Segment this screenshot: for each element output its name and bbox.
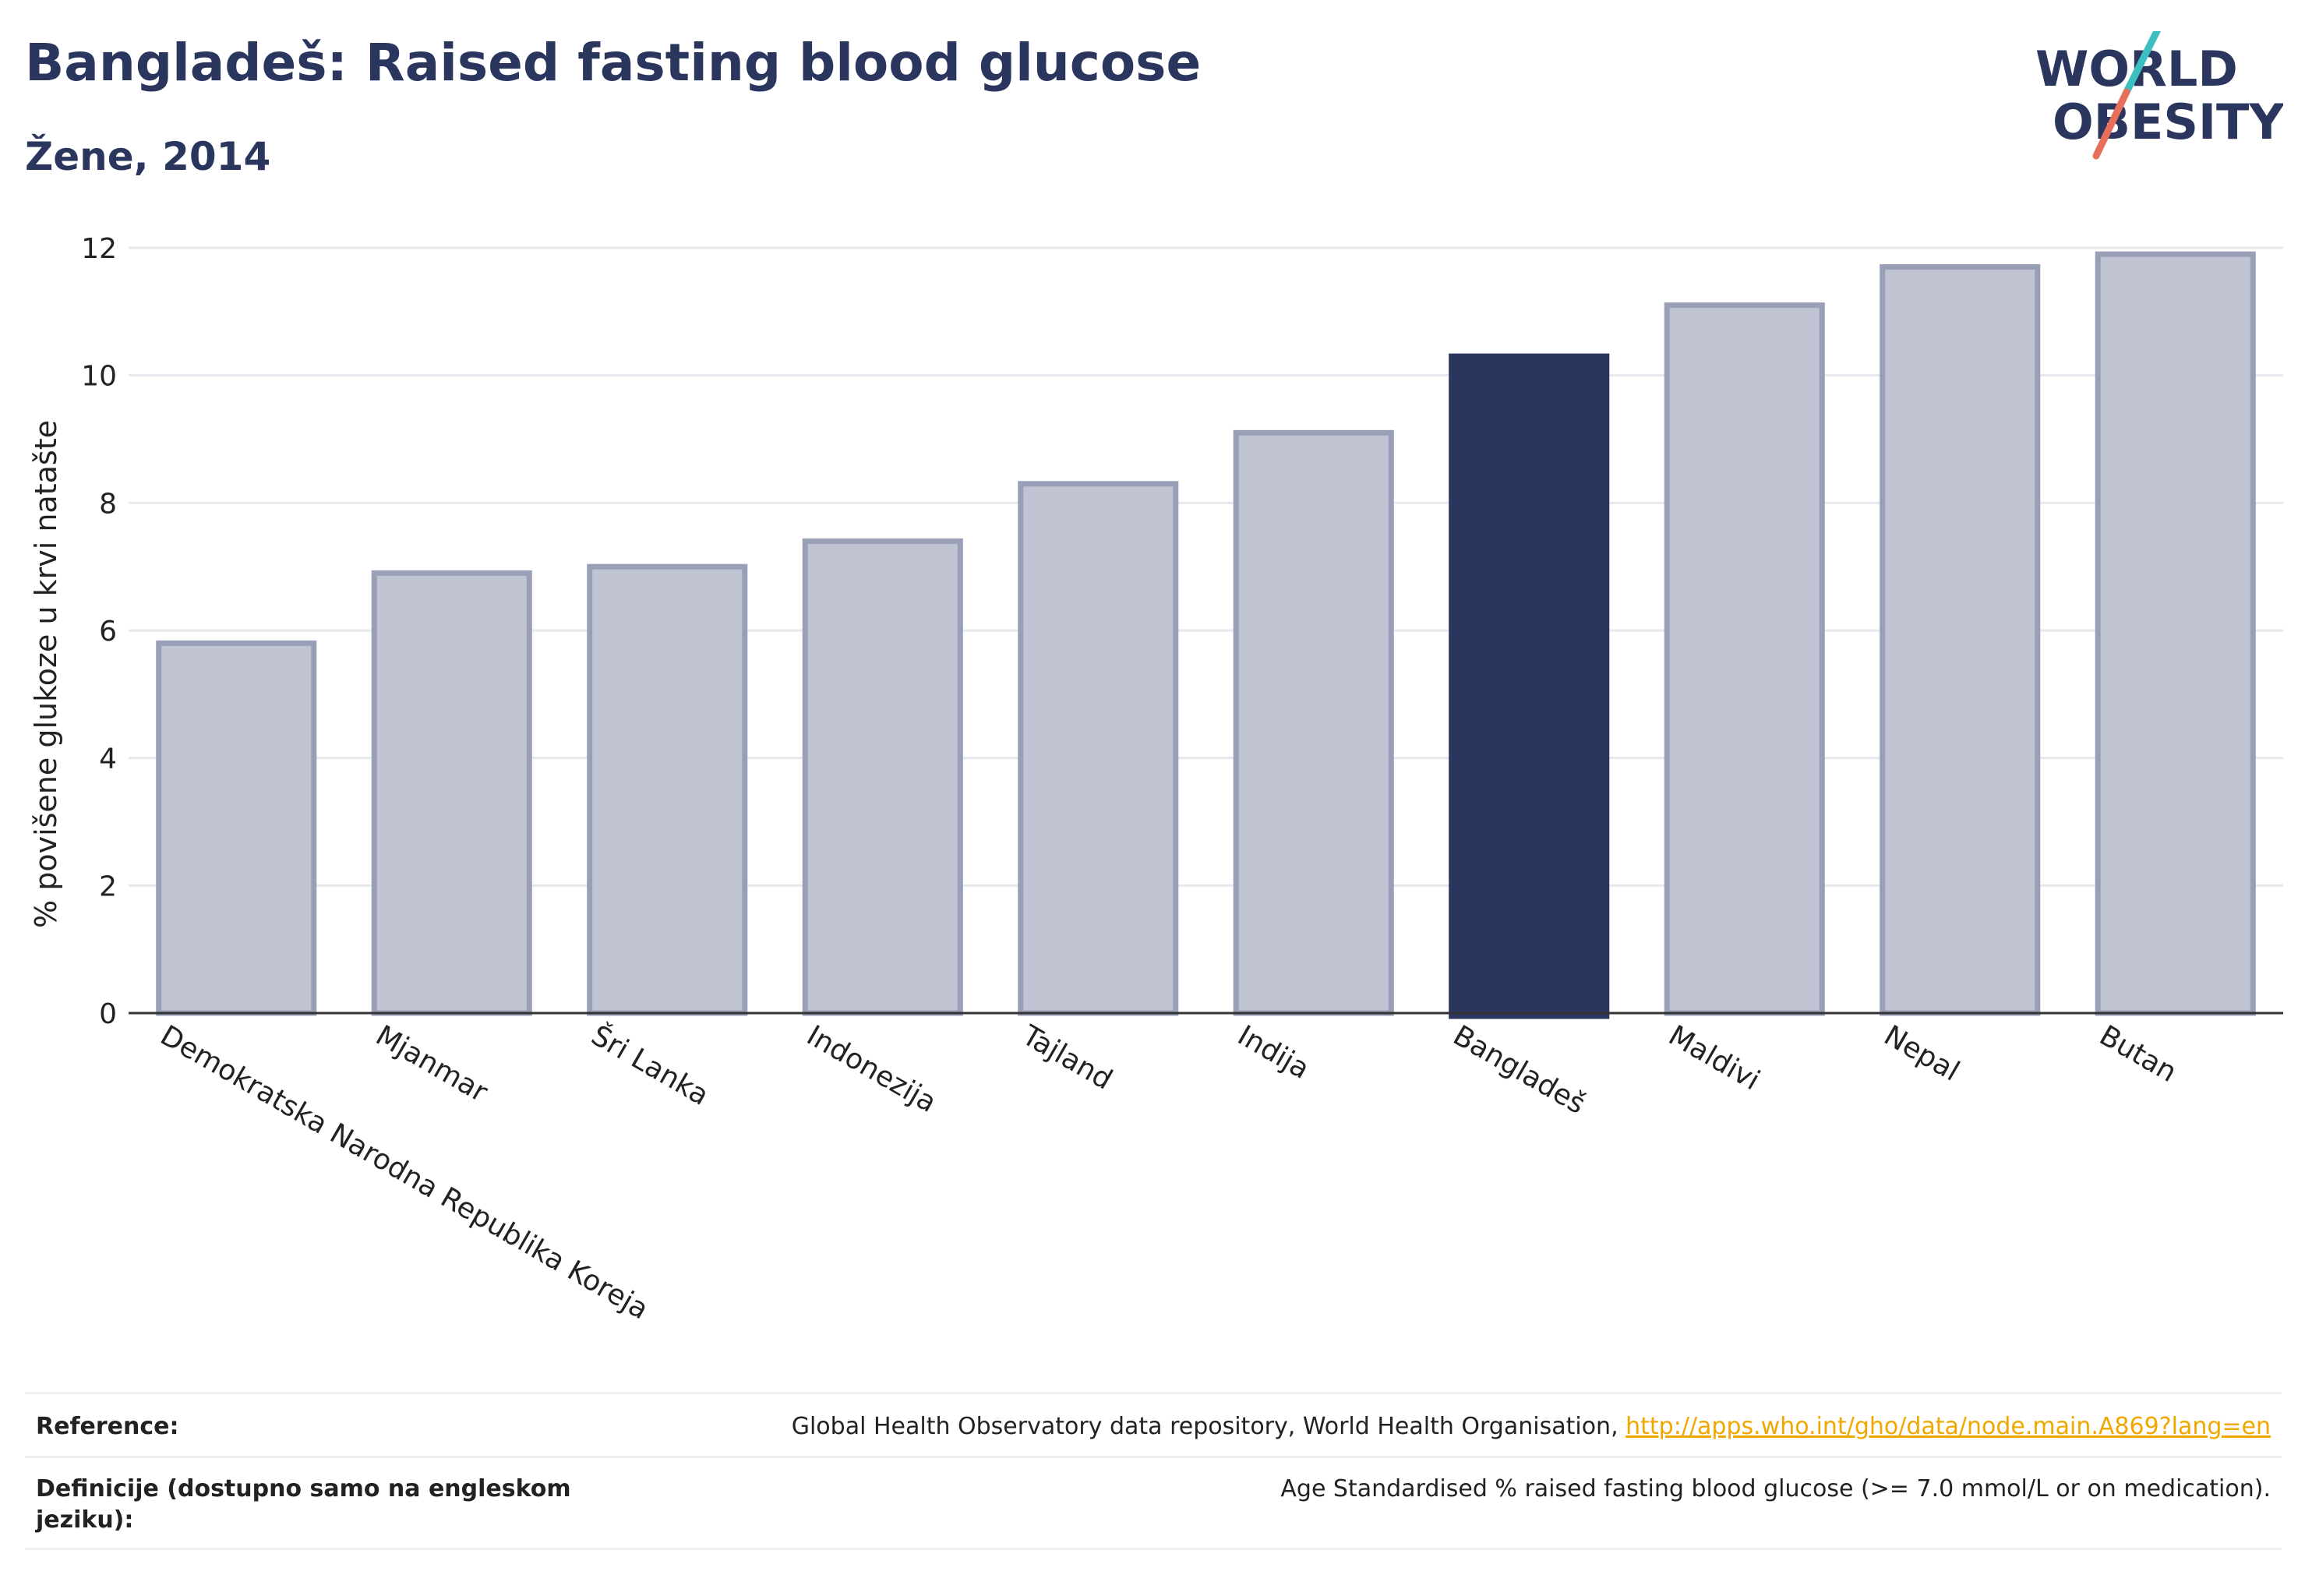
x-tick-label: Butan: [2094, 1019, 2182, 1089]
y-tick-label: 2: [99, 870, 117, 902]
bar: [1233, 429, 1394, 1016]
x-tick-label: Bangladeš: [1448, 1019, 1591, 1121]
bar: [1018, 481, 1179, 1016]
x-tick-label: Mjanmar: [370, 1019, 492, 1109]
y-tick-label: 6: [99, 616, 117, 648]
footer-definition-row: Definicije (dostupno samo na engleskom j…: [25, 1456, 2282, 1550]
bar: [1880, 264, 2041, 1016]
bar: [156, 640, 317, 1016]
logo-slash-teal: [2123, 31, 2162, 96]
reference-text: Global Health Observatory data repositor…: [791, 1413, 1626, 1440]
x-tick-label: Nepal: [1879, 1019, 1965, 1088]
y-tick-label: 4: [99, 743, 117, 775]
bar: [1449, 353, 1610, 1019]
bar: [371, 570, 532, 1016]
y-tick-label: 12: [81, 233, 117, 265]
logo-word-2: OBESITY: [2053, 94, 2283, 150]
bars: [156, 251, 2256, 1019]
definition-value: Age Standardised % raised fasting blood …: [1280, 1475, 2271, 1502]
reference-value: Global Health Observatory data repositor…: [792, 1411, 2271, 1442]
y-tick-label: 10: [81, 361, 117, 393]
x-tick-label: Indija: [1232, 1019, 1315, 1086]
footer-bottom-rule: [25, 1548, 2282, 1550]
y-tick-label: 8: [99, 488, 117, 520]
logo-slash-coral: [2092, 88, 2130, 160]
bar: [587, 563, 748, 1016]
world-obesity-logo: WORLD OBESITY: [2035, 31, 2283, 160]
x-tick-label: Maldivi: [1663, 1019, 1765, 1096]
reference-label: Reference:: [36, 1413, 179, 1440]
bar: [802, 538, 963, 1016]
reference-link[interactable]: http://apps.who.int/gho/data/node.main.A…: [1626, 1413, 2271, 1440]
footer-reference-row: Reference: Global Health Observatory dat…: [25, 1392, 2282, 1458]
chart-title: Bangladeš: Raised fasting blood glucose: [25, 33, 1202, 93]
x-tick-label: Tajland: [1016, 1019, 1117, 1096]
y-tick-label: 0: [99, 998, 117, 1030]
x-tick-label: Šri Lanka: [586, 1019, 715, 1112]
definition-label: Definicije (dostupno samo na engleskom j…: [36, 1475, 571, 1534]
bar: [1664, 302, 1825, 1016]
chart-subtitle: Žene, 2014: [25, 134, 271, 179]
x-tick-label: Indonezija: [801, 1019, 941, 1119]
y-axis-label: % povišene glukoze u krvi natašte: [29, 420, 63, 928]
bar: [2095, 251, 2256, 1016]
